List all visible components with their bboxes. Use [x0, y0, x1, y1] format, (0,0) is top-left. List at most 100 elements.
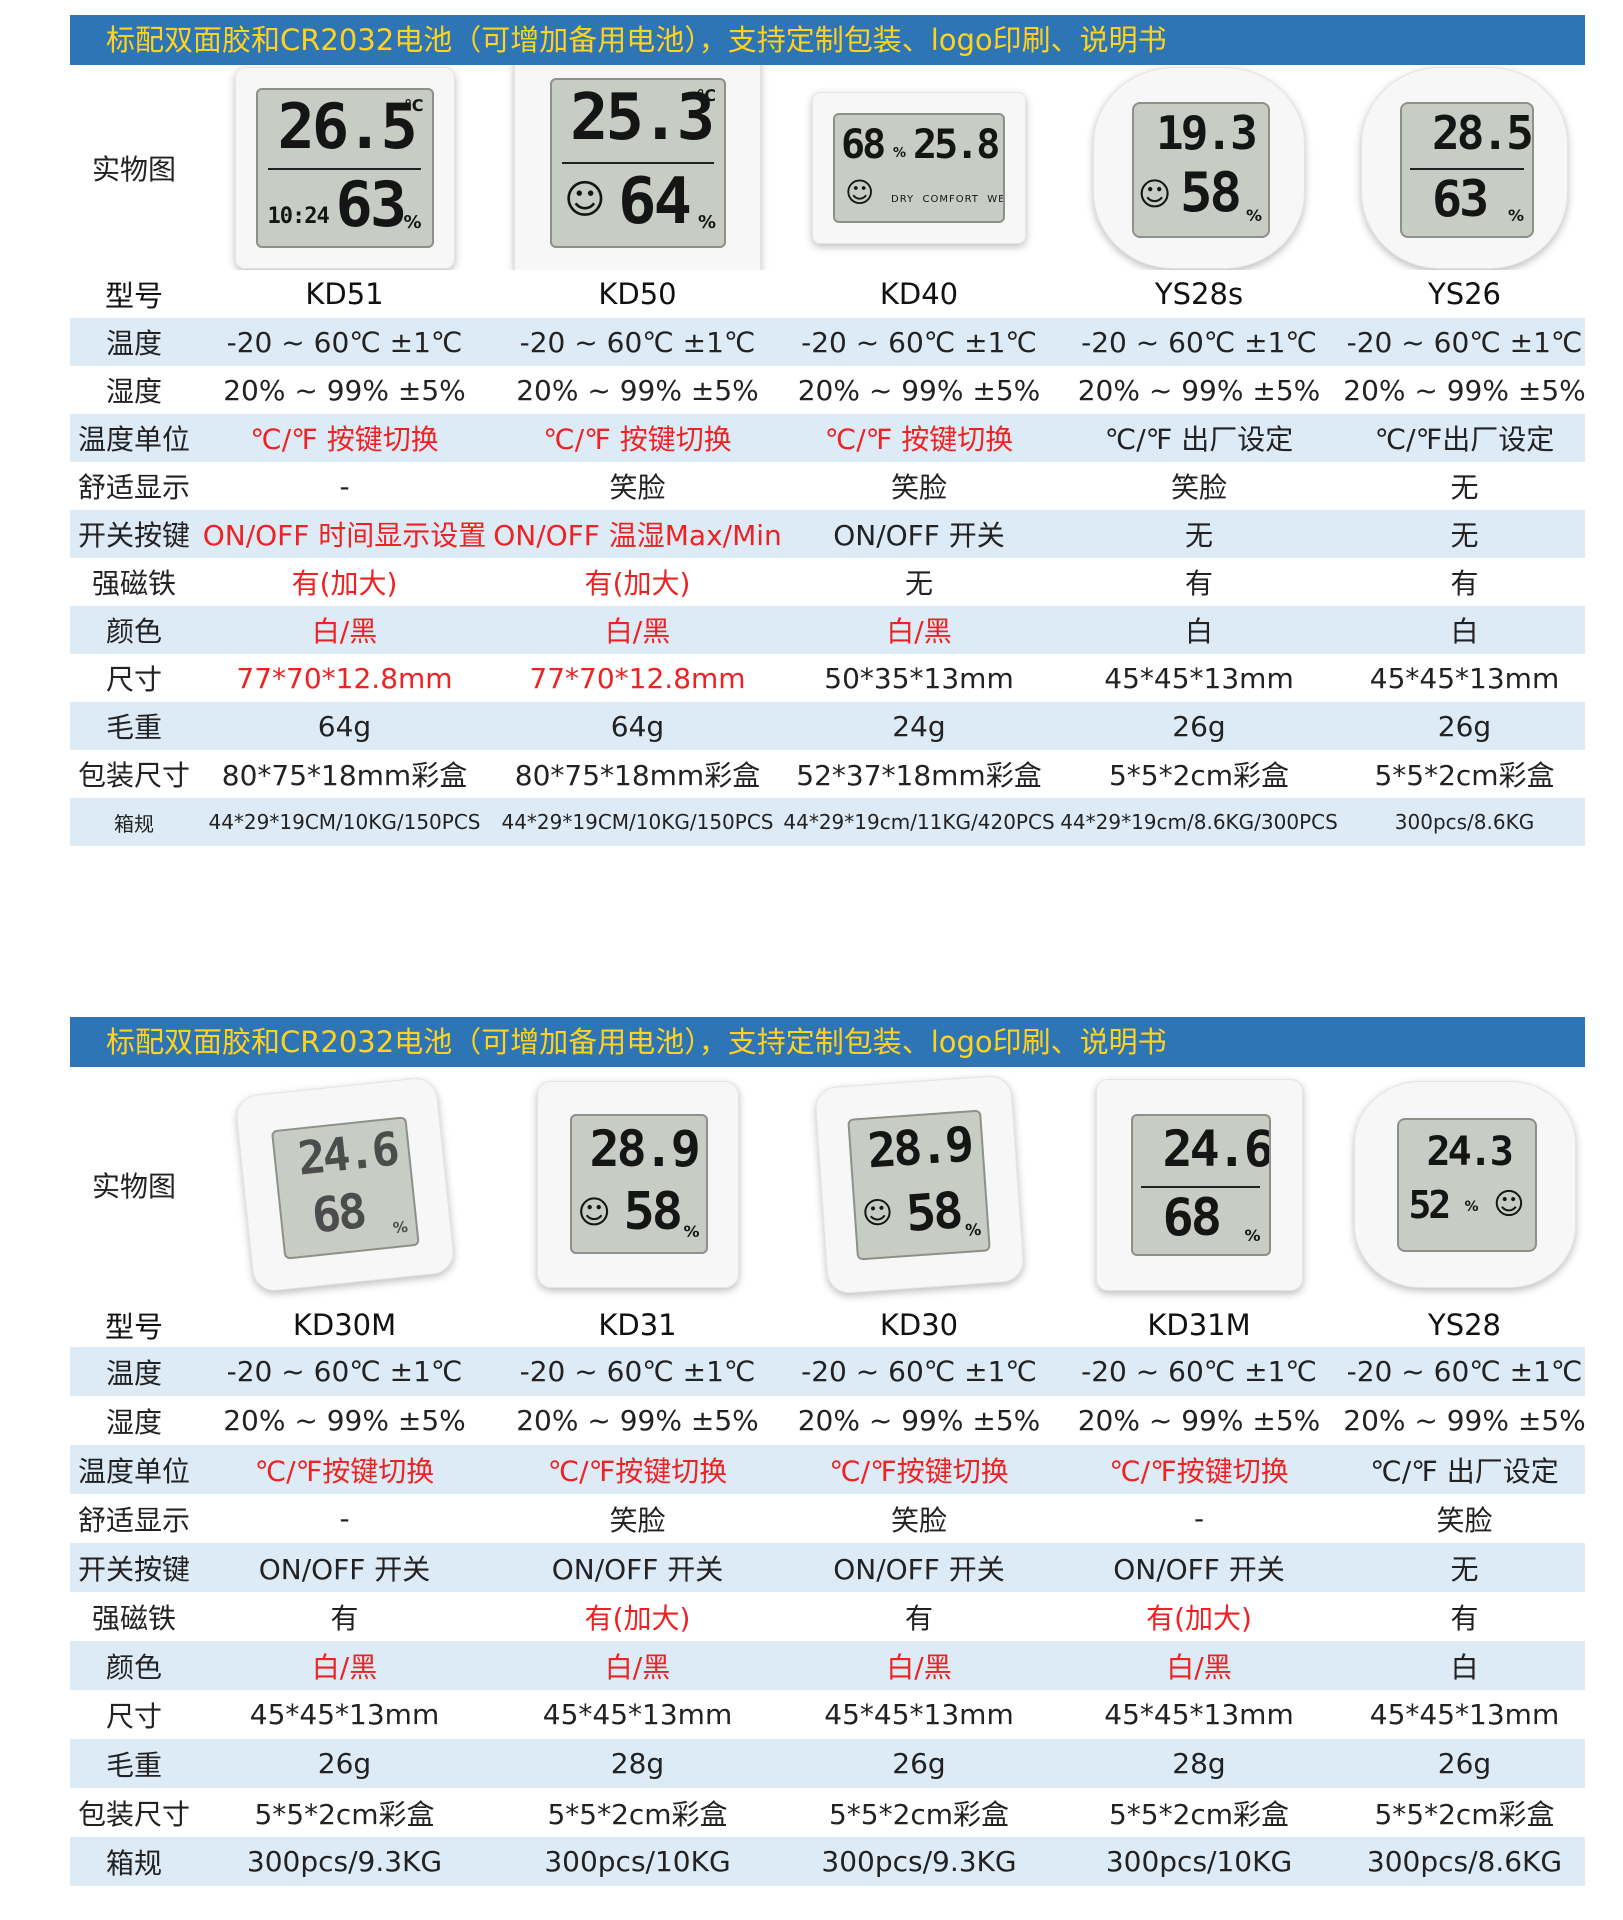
spec-value: 有(加大)	[584, 567, 691, 600]
smiley-icon: ☺	[860, 1194, 894, 1233]
smiley-icon: ☺	[577, 1193, 611, 1231]
row-label: 尺寸	[105, 1699, 162, 1733]
spec-value: 白	[1054, 606, 1344, 654]
spec-value: -	[339, 469, 350, 503]
spec-value: 白/黑	[491, 606, 784, 654]
spec-value: 无	[1054, 510, 1344, 558]
spec-value: 300pcs/8.6KG	[1344, 798, 1585, 846]
spec-value: 300pcs/9.3KG	[784, 1837, 1054, 1886]
spec-value: 50*35*13mm	[824, 661, 1014, 695]
spec-value: ℃/℉按键切换	[1054, 1445, 1344, 1494]
spec-value: 64g	[198, 702, 491, 750]
row-label: 尺寸	[105, 663, 162, 696]
model-name: YS26	[1427, 277, 1502, 311]
row-label: 包装尺寸	[77, 1797, 190, 1831]
spec-value: -20 ~ 60℃ ±1℃	[491, 1347, 784, 1396]
spec-value: 笑脸	[1436, 1503, 1493, 1537]
spec-value: 5*5*2cm彩盒	[1374, 1797, 1555, 1831]
spec-row: 毛重 26g 28g 26g 28g 26g	[70, 1739, 1585, 1788]
spec-value: -20 ~ 60℃ ±1℃	[1344, 1347, 1585, 1396]
row-label: 毛重	[70, 1739, 198, 1788]
model-name: KD40	[879, 277, 959, 311]
spec-value: -20 ~ 60℃ ±1℃	[1344, 318, 1585, 366]
spec-value: ℃/℉出厂设定	[1344, 414, 1585, 462]
spec-value: ℃/℉ 出厂设定	[1054, 414, 1344, 462]
lcd-humidity: 63	[335, 167, 408, 241]
spec-value: ON/OFF 开关	[1054, 1543, 1344, 1592]
model-name: KD50	[598, 277, 677, 311]
spec-row: 强磁铁 有(加大) 有(加大) 无 有 有	[70, 558, 1585, 606]
smiley-icon: ☺	[845, 175, 875, 209]
row-label: 温度	[70, 1347, 198, 1396]
spec-value: ℃/℉按键切换	[198, 1445, 491, 1494]
spec-value: -20 ~ 60℃ ±1℃	[784, 318, 1054, 366]
image-row: 实物图 24.6 68 % 28.9 ☺ 58 %	[70, 1067, 1585, 1302]
spec-value: 白/黑	[198, 606, 491, 654]
spec-value: 有	[1450, 1601, 1479, 1635]
spec-value: ON/OFF 开关	[784, 510, 1054, 558]
spec-value: 45*45*13mm	[1104, 661, 1294, 695]
smiley-icon: ☺	[1138, 174, 1172, 213]
spec-value: 5*5*2cm彩盒	[1374, 759, 1555, 792]
image-row: 实物图 26.5 ℃ 10:24 63 % 25.3 ℃ ☺	[70, 65, 1585, 270]
row-label: 箱规	[70, 1837, 198, 1886]
lcd-temp: 19.3	[1156, 105, 1258, 160]
spec-value: -20 ~ 60℃ ±1℃	[491, 318, 784, 366]
spec-value: 300pcs/8.6KG	[1344, 1837, 1585, 1886]
spec-value: -	[339, 1502, 350, 1535]
model-name: KD31	[598, 1307, 677, 1342]
spec-value: -	[1193, 1502, 1205, 1535]
row-label: 湿度	[105, 375, 162, 408]
lcd-humidity: 52	[1408, 1183, 1452, 1227]
lcd-temp: 24.3	[1426, 1129, 1514, 1175]
spec-row: 颜色 白/黑 白/黑 白/黑 白/黑白	[70, 1641, 1585, 1690]
lcd-clock: 10:24	[267, 203, 330, 229]
spec-value: 28g	[491, 1739, 784, 1788]
spec-value: 20% ~ 99% ±5%	[797, 373, 1041, 407]
section-banner: 标配双面胶和CR2032电池（可增加备用电池），支持定制包装、logo印刷、说明…	[70, 15, 1585, 65]
spec-value: 45*45*13mm	[249, 1698, 440, 1731]
row-label: 舒适显示	[77, 471, 190, 504]
spec-value: 44*29*19cm/11KG/420PCS	[784, 798, 1054, 846]
spec-row: 包装尺寸 5*5*2cm彩盒 5*5*2cm彩盒 5*5*2cm彩盒 5*5*2cm彩盒…	[70, 1788, 1585, 1837]
row-label: 包装尺寸	[77, 759, 190, 792]
spec-value: 77*70*12.8mm	[236, 661, 453, 695]
section-banner: 标配双面胶和CR2032电池（可增加备用电池），支持定制包装、logo印刷、说明…	[70, 1017, 1585, 1067]
spec-value: 26g	[198, 1739, 491, 1788]
spec-value: 无	[1344, 1543, 1585, 1592]
spec-value: ON/OFF 时间显示设置	[198, 510, 491, 558]
spec-value: 80*75*18mm彩盒	[221, 759, 468, 792]
spec-row: 尺寸 45*45*13mm 45*45*13mm 45*45*13mm 45*45*13…	[70, 1690, 1585, 1739]
smiley-icon: ☺	[1493, 1187, 1525, 1222]
spec-value: 300pcs/10KG	[491, 1837, 784, 1886]
spec-value: 笑脸	[890, 471, 947, 504]
lcd-humidity: 68	[1162, 1187, 1223, 1248]
lcd-temp: 25.3	[570, 80, 715, 155]
spec-value: 20% ~ 99% ±5%	[223, 373, 466, 407]
spec-value: 白	[1344, 606, 1585, 654]
spec-value: ℃/℉按键切换	[784, 1445, 1054, 1494]
spec-value: 有(加大)	[291, 567, 398, 600]
product-image-kd40: 68 % 25.8 ☺ DRY COMFORT WET	[784, 65, 1054, 270]
spec-row: 开关按键 ON/OFF 时间显示设置 ON/OFF 温湿Max/Min ON/OFF …	[70, 510, 1585, 558]
spec-value: ON/OFF 开关	[784, 1543, 1054, 1592]
lcd-temp: 25.8	[913, 121, 1000, 168]
spec-row: 箱规 44*29*19CM/10KG/150PCS 44*29*19CM/10KG/…	[70, 798, 1585, 846]
product-image-ys28s: 19.3 ☺ 58 %	[1054, 65, 1344, 270]
lcd-humidity: 64	[618, 164, 692, 239]
spec-value: 52*37*18mm彩盒	[796, 759, 1042, 792]
spec-value: ON/OFF 开关	[198, 1543, 491, 1592]
row-label: 颜色	[70, 606, 198, 654]
spec-value: 有	[330, 1601, 359, 1635]
spec-section-1: 标配双面胶和CR2032电池（可增加备用电池），支持定制包装、logo印刷、说明…	[70, 15, 1585, 846]
lcd-temp: 28.9	[865, 1116, 973, 1180]
spec-value: 26g	[1344, 1739, 1585, 1788]
spec-value: 有	[1450, 567, 1479, 600]
spec-value: 笑脸	[609, 471, 666, 504]
lcd-humidity: 68	[841, 121, 886, 168]
spec-row: 强磁铁 有 有(加大) 有 有(加大) 有	[70, 1592, 1585, 1641]
product-image-kd30: 28.9 ☺ 58 %	[784, 1067, 1054, 1302]
model-name: KD30	[879, 1307, 959, 1342]
product-image-kd30m: 24.6 68 %	[198, 1067, 491, 1302]
model-row: 型号 KD30M KD31 KD30 KD31M YS28	[70, 1302, 1585, 1347]
